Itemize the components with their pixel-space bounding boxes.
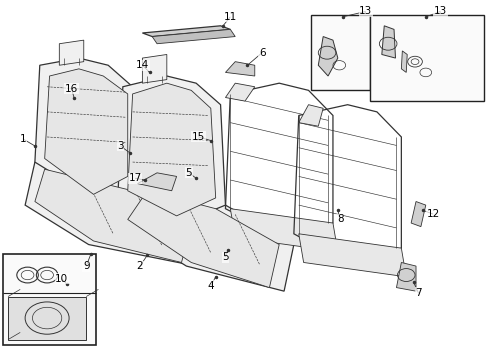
Polygon shape: [128, 191, 279, 288]
Polygon shape: [396, 262, 416, 291]
Polygon shape: [411, 202, 426, 226]
Text: 2: 2: [137, 261, 143, 271]
Polygon shape: [59, 40, 84, 65]
Polygon shape: [128, 83, 216, 216]
Polygon shape: [25, 162, 206, 266]
Polygon shape: [225, 62, 255, 76]
Polygon shape: [138, 173, 176, 191]
Text: 5: 5: [186, 168, 192, 178]
Polygon shape: [299, 234, 406, 277]
Text: 9: 9: [83, 261, 90, 271]
Text: 13: 13: [359, 6, 372, 17]
Polygon shape: [382, 26, 395, 58]
Text: 16: 16: [65, 84, 78, 94]
Polygon shape: [318, 37, 338, 76]
Polygon shape: [143, 26, 230, 37]
Text: 12: 12: [426, 209, 440, 219]
Text: 6: 6: [259, 48, 266, 58]
Polygon shape: [35, 58, 138, 202]
Polygon shape: [143, 54, 167, 83]
Text: 10: 10: [55, 274, 68, 284]
Bar: [8, 297, 86, 339]
Polygon shape: [118, 184, 294, 291]
Text: 17: 17: [128, 173, 142, 183]
Polygon shape: [401, 51, 407, 72]
Text: 13: 13: [434, 6, 447, 17]
Bar: [369, 15, 485, 101]
Text: 11: 11: [224, 12, 237, 22]
Text: 1: 1: [20, 134, 26, 144]
Polygon shape: [152, 30, 235, 44]
Bar: [311, 15, 369, 90]
Polygon shape: [35, 169, 191, 262]
Text: 3: 3: [117, 141, 123, 151]
Text: 14: 14: [136, 60, 149, 70]
Text: 7: 7: [415, 288, 422, 298]
Text: 4: 4: [207, 281, 214, 291]
Polygon shape: [299, 105, 323, 126]
Text: 5: 5: [222, 252, 229, 262]
Polygon shape: [230, 209, 338, 252]
Text: 15: 15: [192, 132, 205, 142]
Polygon shape: [225, 83, 255, 101]
Polygon shape: [118, 76, 225, 223]
Bar: [3, 253, 96, 345]
Text: 8: 8: [337, 215, 343, 224]
Polygon shape: [45, 69, 128, 194]
